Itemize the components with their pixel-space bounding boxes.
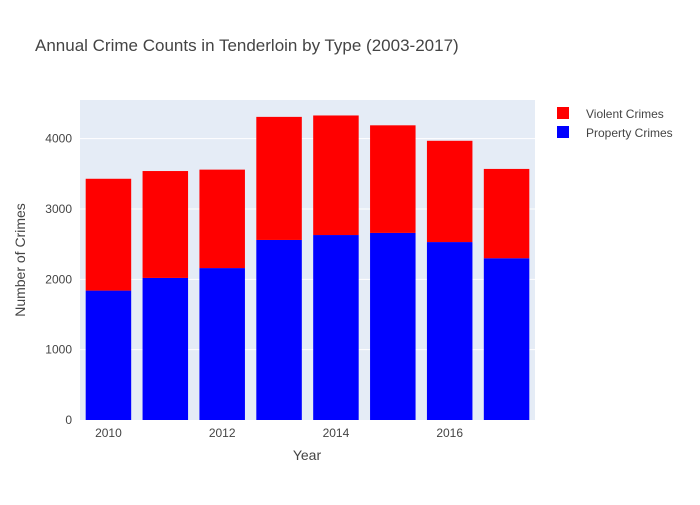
bar-violent-2014[interactable] xyxy=(313,115,359,236)
bar-violent-2016[interactable] xyxy=(426,140,473,243)
y-tick-label: 2000 xyxy=(45,272,72,286)
y-tick-label: 1000 xyxy=(45,343,72,357)
bar-property-2015[interactable] xyxy=(370,232,416,420)
x-tick-label: 2014 xyxy=(323,426,350,440)
legend-swatch-property xyxy=(557,126,569,138)
x-tick-label: 2016 xyxy=(436,426,463,440)
x-axis-ticks: 2010 2012 2014 2016 xyxy=(95,426,463,440)
bar-property-2012[interactable] xyxy=(199,268,245,420)
bar-violent-2017[interactable] xyxy=(483,168,530,259)
bar-violent-2011[interactable] xyxy=(142,171,189,278)
y-tick-label: 0 xyxy=(65,413,72,427)
chart-title: Annual Crime Counts in Tenderloin by Typ… xyxy=(35,36,459,55)
legend-label-property: Property Crimes xyxy=(586,126,673,140)
bar-property-2013[interactable] xyxy=(256,239,302,420)
bar-violent-2012[interactable] xyxy=(199,169,245,269)
bar-property-2016[interactable] xyxy=(426,242,473,420)
bar-property-2010[interactable] xyxy=(85,290,132,420)
x-axis-title: Year xyxy=(293,447,322,463)
bar-property-2011[interactable] xyxy=(142,277,189,420)
y-tick-label: 4000 xyxy=(45,132,72,146)
x-tick-label: 2012 xyxy=(209,426,236,440)
legend-swatch-violent xyxy=(557,107,569,119)
legend-label-violent: Violent Crimes xyxy=(586,107,664,121)
bars xyxy=(85,115,530,420)
bar-property-2014[interactable] xyxy=(313,235,359,420)
x-tick-label: 2010 xyxy=(95,426,122,440)
legend[interactable]: Violent Crimes Property Crimes xyxy=(557,107,673,140)
y-axis-title: Number of Crimes xyxy=(12,203,28,317)
bar-violent-2010[interactable] xyxy=(85,178,132,291)
legend-item-property[interactable]: Property Crimes xyxy=(557,126,673,140)
y-tick-label: 3000 xyxy=(45,202,72,216)
bar-violent-2013[interactable] xyxy=(256,116,302,240)
bar-property-2017[interactable] xyxy=(483,258,530,420)
y-axis-ticks: 0 1000 2000 3000 4000 xyxy=(45,132,72,427)
bar-violent-2015[interactable] xyxy=(370,125,416,233)
legend-item-violent[interactable]: Violent Crimes xyxy=(557,107,664,121)
